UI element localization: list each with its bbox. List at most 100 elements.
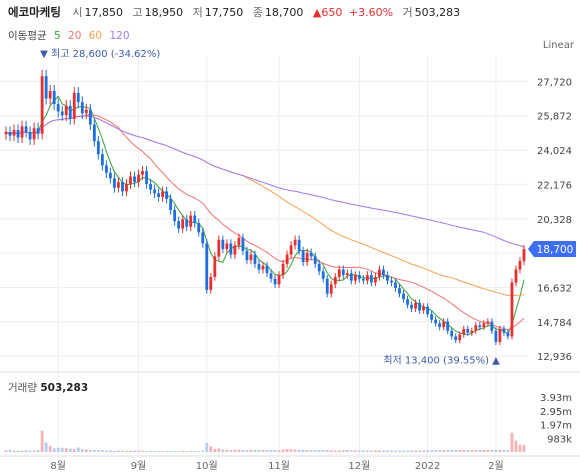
volume-bar	[245, 450, 249, 452]
y-tick-label: 14,784	[537, 318, 572, 329]
x-tick-label: 9월	[131, 460, 147, 472]
volume-bar	[133, 450, 136, 452]
candle-body	[104, 165, 108, 173]
candle-body	[402, 293, 405, 300]
y-tick-label: 22,176	[537, 180, 572, 191]
volume-bar	[64, 448, 68, 452]
volume-bar	[406, 450, 409, 452]
volume-bar	[229, 449, 233, 452]
volume-bar	[466, 450, 470, 452]
volume-bar	[261, 449, 265, 452]
candle-body	[341, 269, 345, 276]
candle-body	[76, 92, 80, 103]
volume-value: 503,283	[414, 6, 461, 19]
volume-bar	[44, 442, 48, 452]
x-tick-label: 11월	[268, 460, 290, 472]
volume-bar	[478, 449, 482, 452]
candle-body	[430, 314, 434, 320]
candle-body	[117, 182, 120, 188]
candle-body	[269, 273, 273, 279]
candle-body	[213, 256, 217, 277]
change-value: ▲650	[312, 6, 343, 19]
y-tick-label: 27,720	[537, 77, 572, 88]
candle-body	[450, 330, 454, 337]
candle-body	[177, 221, 181, 229]
candle-body	[60, 111, 64, 116]
open-label: 시	[72, 6, 83, 19]
volume-bar	[277, 450, 281, 452]
volume-bar	[514, 440, 518, 452]
volume-bar	[237, 449, 241, 452]
candle-body	[301, 250, 305, 263]
high-value: 18,950	[144, 6, 184, 19]
y-tick-label: 24,024	[537, 146, 572, 157]
volume-bar	[321, 450, 325, 452]
candle-body	[394, 282, 397, 289]
candle-body	[88, 109, 92, 125]
volume-bar	[137, 450, 140, 452]
volume-bar	[20, 450, 24, 452]
volume-bar	[153, 450, 156, 452]
volume-panel-value: 503,283	[40, 382, 89, 394]
volume-bar	[446, 450, 450, 452]
volume-tick-label: 983k	[547, 434, 572, 445]
candle-body	[349, 273, 353, 281]
volume-bar	[28, 450, 32, 452]
ma-20-legend[interactable]: 20	[68, 30, 82, 42]
candle-body	[109, 172, 112, 179]
grid-lines	[0, 56, 580, 457]
y-tick-label: 16,632	[537, 283, 572, 294]
candle-body	[482, 323, 486, 328]
axis-labels: 8월 9월 10월 11월 12월 2022 2월 12,936 14,784 16,632 20,…	[50, 77, 572, 472]
candle-body	[281, 263, 285, 276]
volume-bar	[68, 448, 72, 452]
candle-body	[129, 176, 132, 184]
volume-bar	[249, 449, 253, 452]
candle-body	[4, 131, 8, 135]
candles	[4, 69, 526, 346]
ma-60-legend[interactable]: 60	[88, 30, 103, 42]
candle-body	[434, 319, 438, 324]
volume-bar	[289, 449, 293, 452]
moving-average-lines	[5, 95, 525, 336]
open-value: 17,850	[84, 6, 124, 19]
ma-120-line	[5, 115, 525, 248]
candle-body	[506, 332, 510, 337]
volume-bar	[490, 449, 494, 452]
candle-body	[153, 189, 156, 194]
volume-bar	[125, 450, 128, 452]
scale-mode-toggle[interactable]: Linear	[542, 40, 574, 51]
candle-body	[325, 278, 329, 294]
volume-bar	[129, 450, 132, 452]
volume-bar	[458, 449, 462, 452]
candle-body	[386, 275, 389, 281]
candle-body	[229, 243, 233, 255]
candle-body	[64, 105, 68, 116]
volume-bar	[201, 450, 205, 452]
candle-body	[365, 275, 369, 281]
volume-bar	[486, 449, 490, 452]
candle-body	[173, 210, 177, 222]
candle-body	[382, 269, 385, 276]
volume-bar	[365, 450, 369, 452]
ma-120-legend[interactable]: 120	[109, 30, 130, 42]
volume-bar	[442, 450, 446, 452]
candle-body	[121, 182, 124, 192]
ma-5-legend[interactable]: 5	[53, 30, 61, 42]
volume-bar	[173, 451, 177, 452]
candle-body	[470, 330, 474, 333]
volume-bar	[285, 448, 289, 452]
volume-bar	[281, 449, 285, 452]
volume-bar	[60, 447, 64, 452]
candle-body	[133, 176, 136, 183]
volume-bar	[145, 450, 148, 452]
volume-bar	[141, 450, 144, 452]
volume-bar	[325, 449, 329, 452]
candle-body	[157, 193, 160, 197]
volume-panel-label: 거래량 503,283	[8, 380, 88, 395]
volume-bar	[474, 449, 478, 452]
candle-body	[56, 104, 60, 112]
candle-body	[165, 191, 169, 199]
candle-body	[426, 306, 430, 315]
